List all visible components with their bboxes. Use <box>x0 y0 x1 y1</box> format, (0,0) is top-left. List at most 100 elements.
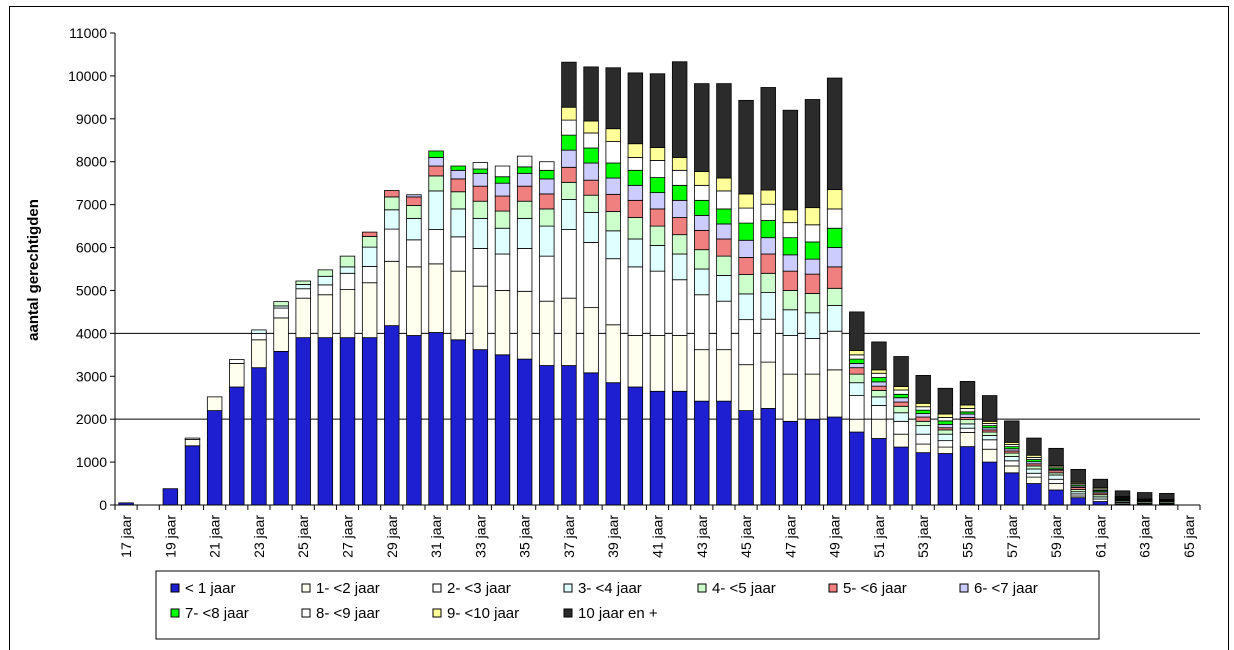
bar-segment-15-1 <box>450 270 466 341</box>
bar-segment-20-3 <box>561 199 577 230</box>
bar-segment-8-3 <box>295 284 311 290</box>
bar-segment-29-2 <box>760 318 776 363</box>
bar-segment-29-10 <box>760 87 776 191</box>
bar-segment-33-10 <box>849 311 865 351</box>
x-tick-label-42: 59 jaar <box>1048 515 1064 558</box>
y-tick-label-4000: 4000 <box>76 325 107 341</box>
bar-segment-39-10 <box>981 395 998 422</box>
x-tick-label-32: 49 jaar <box>827 515 843 558</box>
bar-segment-26-4 <box>694 249 710 270</box>
legend-swatch-1 <box>301 583 311 593</box>
bar-segment-27-3 <box>716 275 732 302</box>
bar-segment-30-4 <box>782 290 799 311</box>
bar-segment-41-3 <box>1026 468 1042 474</box>
bar-segment-23-4 <box>627 217 644 240</box>
bar-segment-41-0 <box>1026 483 1042 506</box>
bar-segment-19-3 <box>539 225 555 257</box>
bar-segment-7-0 <box>273 350 289 506</box>
y-tick-label-5000: 5000 <box>76 282 107 298</box>
bar-segment-8-2 <box>295 288 311 299</box>
bar-segment-27-9 <box>716 177 732 192</box>
bar-segment-18-4 <box>516 200 533 219</box>
bar-segment-36-10 <box>915 375 931 404</box>
bar-segment-30-9 <box>782 209 799 224</box>
bar-segment-25-1 <box>671 335 688 392</box>
bar-segment-8-0 <box>295 337 311 506</box>
bar-segment-15-6 <box>450 169 466 180</box>
bar-segment-41-2 <box>1026 472 1042 478</box>
legend-swatch-8 <box>301 608 311 618</box>
bar-segment-28-4 <box>738 274 754 295</box>
bar-segment-10-0 <box>339 337 356 506</box>
legend-label-7: 7- <8 jaar <box>185 605 249 622</box>
bar-segment-42-1 <box>1048 483 1064 491</box>
y-axis-label: aantal gerechtigden <box>25 199 42 341</box>
bar-segment-16-5 <box>472 185 489 202</box>
bar-segment-38-1 <box>959 432 976 448</box>
x-tick-label-40: 57 jaar <box>1004 515 1020 558</box>
bar-segment-30-8 <box>782 222 799 239</box>
x-tick-label-12: 29 jaar <box>384 515 400 558</box>
bar-segment-3-0 <box>184 445 201 506</box>
bar-segment-32-10 <box>826 77 843 191</box>
bar-segment-20-7 <box>561 134 577 151</box>
axes <box>110 32 1201 510</box>
bar-segment-32-5 <box>826 266 843 289</box>
bar-segment-16-3 <box>472 217 489 249</box>
bar-segment-21-5 <box>583 179 599 196</box>
legend-label-8: 8- <9 jaar <box>316 605 380 622</box>
bar-segment-36-3 <box>915 425 931 435</box>
x-tick-label-0: 17 jaar <box>118 515 134 558</box>
bar-segment-21-1 <box>583 307 599 374</box>
bar-segment-29-4 <box>760 272 776 294</box>
bar-segment-37-3 <box>937 433 954 442</box>
bar-segment-25-6 <box>671 199 688 218</box>
bar-segment-22-1 <box>605 324 621 384</box>
bar-segment-7-4 <box>273 301 289 307</box>
legend-swatch-7 <box>170 608 180 618</box>
bar-segment-22-0 <box>605 382 621 506</box>
bar-segment-33-4 <box>849 373 865 384</box>
bar-segment-21-0 <box>583 372 599 506</box>
bar-segment-22-2 <box>605 258 621 326</box>
bar-segment-21-6 <box>583 162 599 181</box>
bar-segment-20-0 <box>561 365 577 506</box>
legend-label-9: 9- <10 jaar <box>447 605 519 622</box>
bar-segment-18-3 <box>516 217 533 249</box>
bar-segment-11-5 <box>361 231 378 237</box>
bar-segment-38-8 <box>959 408 976 413</box>
bar-segment-11-0 <box>361 337 378 506</box>
bar-segment-33-9 <box>849 350 865 356</box>
bar-segment-37-1 <box>937 446 954 454</box>
bar-segment-21-2 <box>583 241 599 309</box>
bar-segment-27-8 <box>716 190 732 210</box>
legend-label-6: 6- <7 jaar <box>974 580 1038 597</box>
bar-segment-22-7 <box>605 162 621 179</box>
bar-segment-10-4 <box>339 255 356 268</box>
bar-segment-27-4 <box>716 255 732 276</box>
bar-segment-20-10 <box>561 61 577 108</box>
bar-segment-34-5 <box>871 385 887 391</box>
bar-segment-12-1 <box>384 260 400 327</box>
bar-segment-9-4 <box>317 269 334 277</box>
bar-segment-23-8 <box>627 157 644 171</box>
bar-segment-19-0 <box>539 365 555 506</box>
bar-segment-22-4 <box>605 211 621 232</box>
bar-segment-21-3 <box>583 211 599 243</box>
legend-label-3: 3- <4 jaar <box>578 580 642 597</box>
bar-segment-42-2 <box>1048 478 1064 484</box>
bar-segment-15-4 <box>450 191 466 210</box>
bar-segment-13-6 <box>406 194 422 198</box>
bar-segment-31-7 <box>804 241 821 260</box>
bar-segment-35-1 <box>893 433 909 448</box>
bar-segment-3-2 <box>184 437 201 440</box>
y-tick-label-1000: 1000 <box>76 454 107 470</box>
bar-segment-26-7 <box>694 199 710 216</box>
bar-segment-33-1 <box>849 418 865 433</box>
bar-segment-19-7 <box>539 169 555 180</box>
y-tick-label-7000: 7000 <box>76 197 107 213</box>
bar-segment-40-3 <box>1004 456 1020 462</box>
bar-segment-29-8 <box>760 203 776 221</box>
x-tick-label-46: 63 jaar <box>1137 515 1153 558</box>
